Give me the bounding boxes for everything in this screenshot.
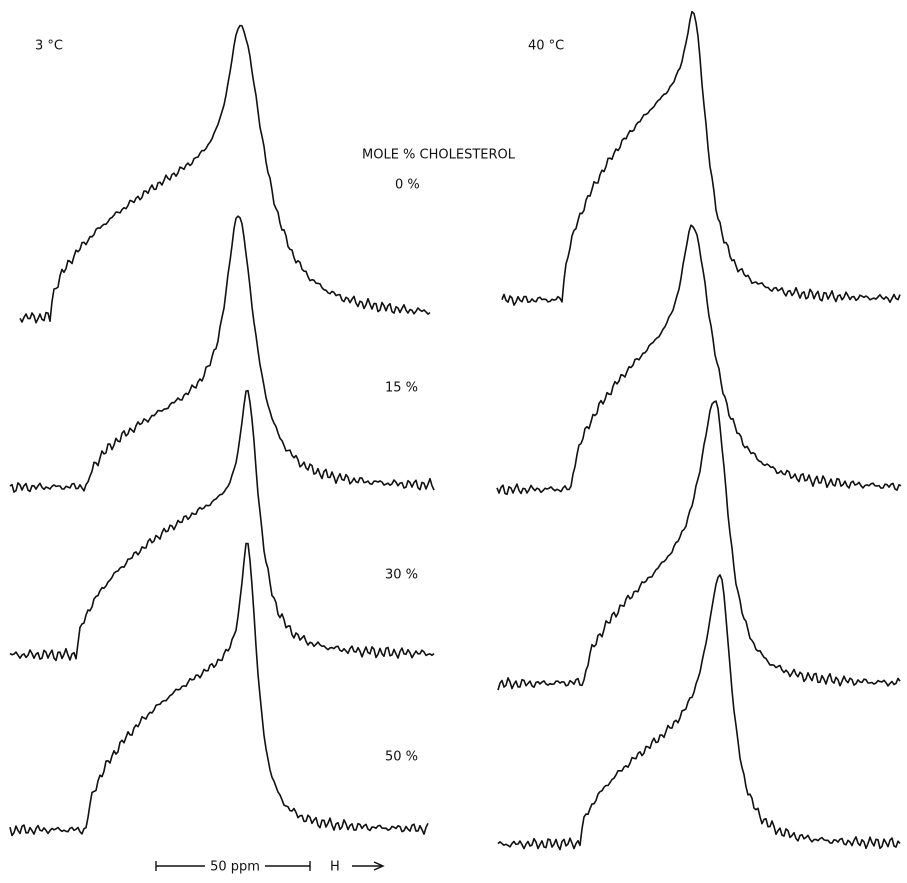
spectrum xyxy=(497,574,901,851)
scale-bar xyxy=(155,861,385,871)
spectrum xyxy=(19,24,431,324)
spectrum xyxy=(9,542,429,837)
spectrum xyxy=(496,224,902,496)
spectrum xyxy=(9,389,435,662)
spectrum xyxy=(501,10,901,306)
row-label: 30 % xyxy=(385,568,418,583)
temperature-label: 3 °C xyxy=(35,39,63,54)
spectrum xyxy=(9,215,435,493)
spectra xyxy=(9,10,902,851)
row-label: 0 % xyxy=(395,178,420,193)
heading: MOLE % CHOLESTEROL xyxy=(362,148,516,163)
row-label: 50 % xyxy=(385,750,418,765)
temperature-label: 40 °C xyxy=(528,39,564,54)
scale-label: 50 ppm xyxy=(210,860,260,875)
row-label: 15 % xyxy=(385,381,418,396)
spectrum xyxy=(497,400,901,691)
field-label: H xyxy=(330,860,340,875)
